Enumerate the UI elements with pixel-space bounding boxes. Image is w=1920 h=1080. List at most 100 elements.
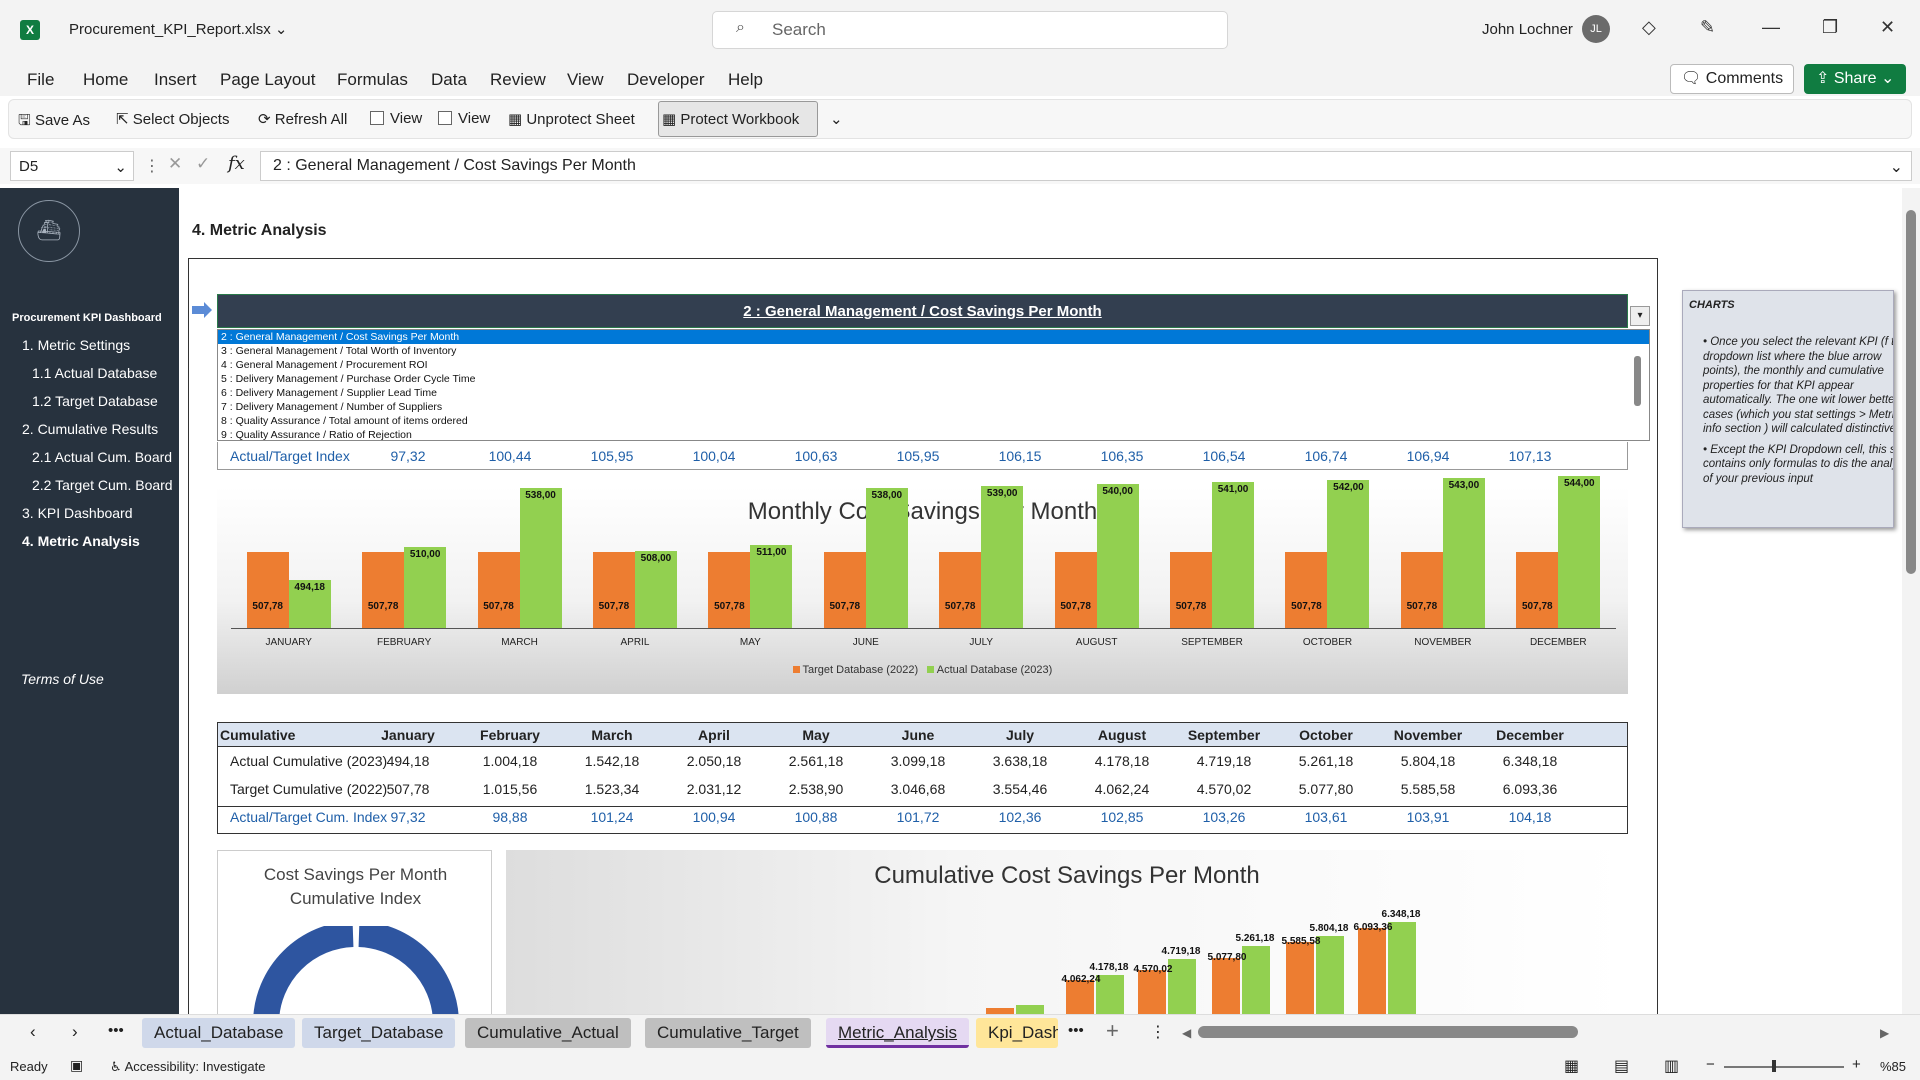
dropdown-chevron-icon[interactable]: ▾ bbox=[1630, 306, 1650, 326]
sidebar-item-kpi-dashboard[interactable]: 3. KPI Dashboard bbox=[22, 505, 133, 521]
chart-bar[interactable] bbox=[1316, 936, 1344, 1020]
unprotect-sheet-button[interactable]: ▦ Unprotect Sheet bbox=[508, 111, 635, 128]
zoom-level[interactable]: %85 bbox=[1880, 1059, 1907, 1074]
name-box[interactable]: D5 ⌄ bbox=[10, 151, 134, 181]
save-as-button[interactable]: 🖫 Save As bbox=[18, 112, 90, 129]
chart-bar[interactable] bbox=[865, 488, 908, 628]
tab-actual-database[interactable]: Actual_Database bbox=[142, 1018, 296, 1048]
dropdown-option[interactable]: 7 : Delivery Management / Number of Supp… bbox=[221, 401, 443, 413]
tab-metric-analysis[interactable]: Metric_Analysis bbox=[826, 1018, 970, 1048]
chart-bar[interactable] bbox=[1516, 551, 1559, 628]
tab-prev-icon[interactable]: ‹ bbox=[30, 1022, 36, 1041]
chart-bar[interactable] bbox=[1388, 922, 1416, 1020]
dropdown-option[interactable]: 6 : Delivery Management / Supplier Lead … bbox=[221, 387, 437, 399]
sidebar-item-actual-cum-board[interactable]: 2.1 Actual Cum. Board bbox=[32, 449, 173, 465]
chart-bar[interactable] bbox=[362, 551, 405, 628]
chart-bar[interactable] bbox=[1212, 481, 1255, 628]
chart-bar[interactable] bbox=[1558, 475, 1601, 628]
dropdown-option[interactable]: 5 : Delivery Management / Purchase Order… bbox=[221, 373, 476, 385]
tab-cumulative-target[interactable]: Cumulative_Target bbox=[645, 1018, 811, 1048]
chart-bar[interactable] bbox=[246, 551, 289, 628]
cumulative-chart[interactable]: Cumulative Cost Savings Per Month 4.062,… bbox=[506, 850, 1628, 1020]
search-input[interactable] bbox=[712, 11, 1228, 49]
tab-target-database[interactable]: Target_Database bbox=[302, 1018, 456, 1048]
kpi-dropdown-list[interactable]: 2 : General Management / Cost Savings Pe… bbox=[217, 329, 1650, 441]
chart-bar[interactable] bbox=[1327, 479, 1370, 628]
accessibility-status[interactable]: ♿ Accessibility: Investigate bbox=[110, 1059, 266, 1074]
view-checkbox-2[interactable]: View bbox=[438, 110, 490, 127]
dropdown-option[interactable]: 9 : Quality Assurance / Ratio of Rejecti… bbox=[221, 429, 412, 441]
menu-help[interactable]: Help bbox=[728, 70, 763, 89]
cancel-icon[interactable]: ✕ bbox=[168, 154, 183, 173]
chart-bar[interactable] bbox=[1242, 946, 1270, 1020]
fx-icon[interactable]: fx bbox=[228, 153, 245, 174]
comments-button[interactable]: 🗨 Comments bbox=[1670, 64, 1794, 94]
horizontal-scrollbar-thumb[interactable] bbox=[1198, 1026, 1578, 1038]
restore-icon[interactable]: ❐ bbox=[1822, 17, 1839, 37]
toolbar-overflow-icon[interactable]: ⌄ bbox=[830, 111, 843, 128]
zoom-slider[interactable] bbox=[1724, 1066, 1844, 1068]
sidebar-item-metric-analysis[interactable]: 4. Metric Analysis bbox=[22, 533, 140, 549]
chart-bar[interactable] bbox=[1138, 970, 1166, 1020]
monthly-chart[interactable]: Monthly Cost Savings Per Month 507,78 494… bbox=[217, 475, 1628, 694]
tab-options-icon[interactable]: ⋮ bbox=[1150, 1024, 1166, 1041]
expand-formula-icon[interactable]: ⌄ bbox=[1889, 159, 1903, 176]
dropdown-option[interactable]: 4 : General Management / Procurement ROI bbox=[221, 359, 428, 371]
chart-bar[interactable] bbox=[1442, 477, 1485, 628]
menu-developer[interactable]: Developer bbox=[627, 70, 705, 89]
diamond-icon[interactable]: ◇ bbox=[1642, 17, 1656, 37]
terms-of-use-link[interactable]: Terms of Use bbox=[21, 671, 104, 687]
sidebar-item-metric-settings[interactable]: 1. Metric Settings bbox=[22, 337, 131, 353]
dropdown-scrollbar[interactable] bbox=[1634, 356, 1641, 406]
chart-bar[interactable] bbox=[634, 551, 677, 628]
tab-next-icon[interactable]: › bbox=[72, 1022, 78, 1041]
chart-bar[interactable] bbox=[592, 551, 635, 628]
chart-bar[interactable] bbox=[404, 547, 447, 628]
view-checkbox-1[interactable]: View bbox=[370, 110, 422, 127]
chart-bar[interactable] bbox=[1285, 551, 1328, 628]
confirm-icon[interactable]: ✓ bbox=[196, 154, 211, 173]
protect-workbook-button[interactable]: ▦ Protect Workbook bbox=[662, 111, 800, 128]
chart-bar[interactable] bbox=[1286, 942, 1314, 1020]
tab-cumulative-actual[interactable]: Cumulative_Actual bbox=[465, 1018, 631, 1048]
chart-bar[interactable] bbox=[939, 551, 982, 628]
chart-bar[interactable] bbox=[1168, 959, 1196, 1020]
scrollbar-thumb[interactable] bbox=[1906, 210, 1916, 574]
zoom-out-icon[interactable]: − bbox=[1706, 1056, 1715, 1073]
normal-view-icon[interactable]: ▦ bbox=[1564, 1058, 1580, 1075]
sidebar-item-actual-database[interactable]: 1.1 Actual Database bbox=[32, 365, 158, 381]
select-objects-button[interactable]: ⇱ Select Objects bbox=[116, 111, 230, 128]
menu-insert[interactable]: Insert bbox=[154, 70, 197, 89]
share-button[interactable]: ⇪ Share ⌄ bbox=[1804, 64, 1906, 94]
menu-home[interactable]: Home bbox=[83, 70, 129, 89]
tab-overflow-icon[interactable]: ••• bbox=[1068, 1022, 1084, 1039]
chart-bar[interactable] bbox=[750, 544, 793, 628]
chart-bar[interactable] bbox=[1066, 980, 1094, 1020]
formula-input[interactable]: 2 : General Management / Cost Savings Pe… bbox=[260, 151, 1912, 181]
chart-bar[interactable] bbox=[288, 580, 331, 628]
page-layout-icon[interactable]: ▤ bbox=[1614, 1058, 1630, 1075]
close-icon[interactable]: ✕ bbox=[1880, 17, 1896, 37]
menu-formulas[interactable]: Formulas bbox=[337, 70, 408, 89]
dropdown-option[interactable]: 2 : General Management / Cost Savings Pe… bbox=[218, 330, 1649, 344]
chart-bar[interactable] bbox=[823, 551, 866, 628]
kpi-dropdown[interactable]: 2 : General Management / Cost Savings Pe… bbox=[217, 294, 1628, 328]
minimize-icon[interactable]: — bbox=[1762, 17, 1780, 37]
menu-view[interactable]: View bbox=[567, 70, 604, 89]
chart-bar[interactable] bbox=[519, 488, 562, 628]
menu-data[interactable]: Data bbox=[431, 70, 467, 89]
macro-icon[interactable]: ▣ bbox=[70, 1057, 84, 1073]
chart-bar[interactable] bbox=[1054, 551, 1097, 628]
dropdown-option[interactable]: 3 : General Management / Total Worth of … bbox=[221, 345, 457, 357]
chart-bar[interactable] bbox=[1096, 975, 1124, 1020]
dropdown-option[interactable]: 8 : Quality Assurance / Total amount of … bbox=[221, 415, 468, 427]
add-sheet-icon[interactable]: + bbox=[1106, 1018, 1119, 1043]
file-name[interactable]: Procurement_KPI_Report.xlsx ⌄ bbox=[69, 21, 288, 38]
menu-file[interactable]: File bbox=[27, 70, 55, 89]
sidebar-item-cumulative-results[interactable]: 2. Cumulative Results bbox=[22, 421, 159, 437]
menu-review[interactable]: Review bbox=[490, 70, 546, 89]
tab-kpi-dash[interactable]: Kpi_Dash bbox=[976, 1018, 1058, 1048]
zoom-in-icon[interactable]: + bbox=[1852, 1056, 1861, 1073]
hscroll-left-icon[interactable]: ◀ bbox=[1182, 1026, 1192, 1040]
menu-page-layout[interactable]: Page Layout bbox=[220, 70, 316, 89]
